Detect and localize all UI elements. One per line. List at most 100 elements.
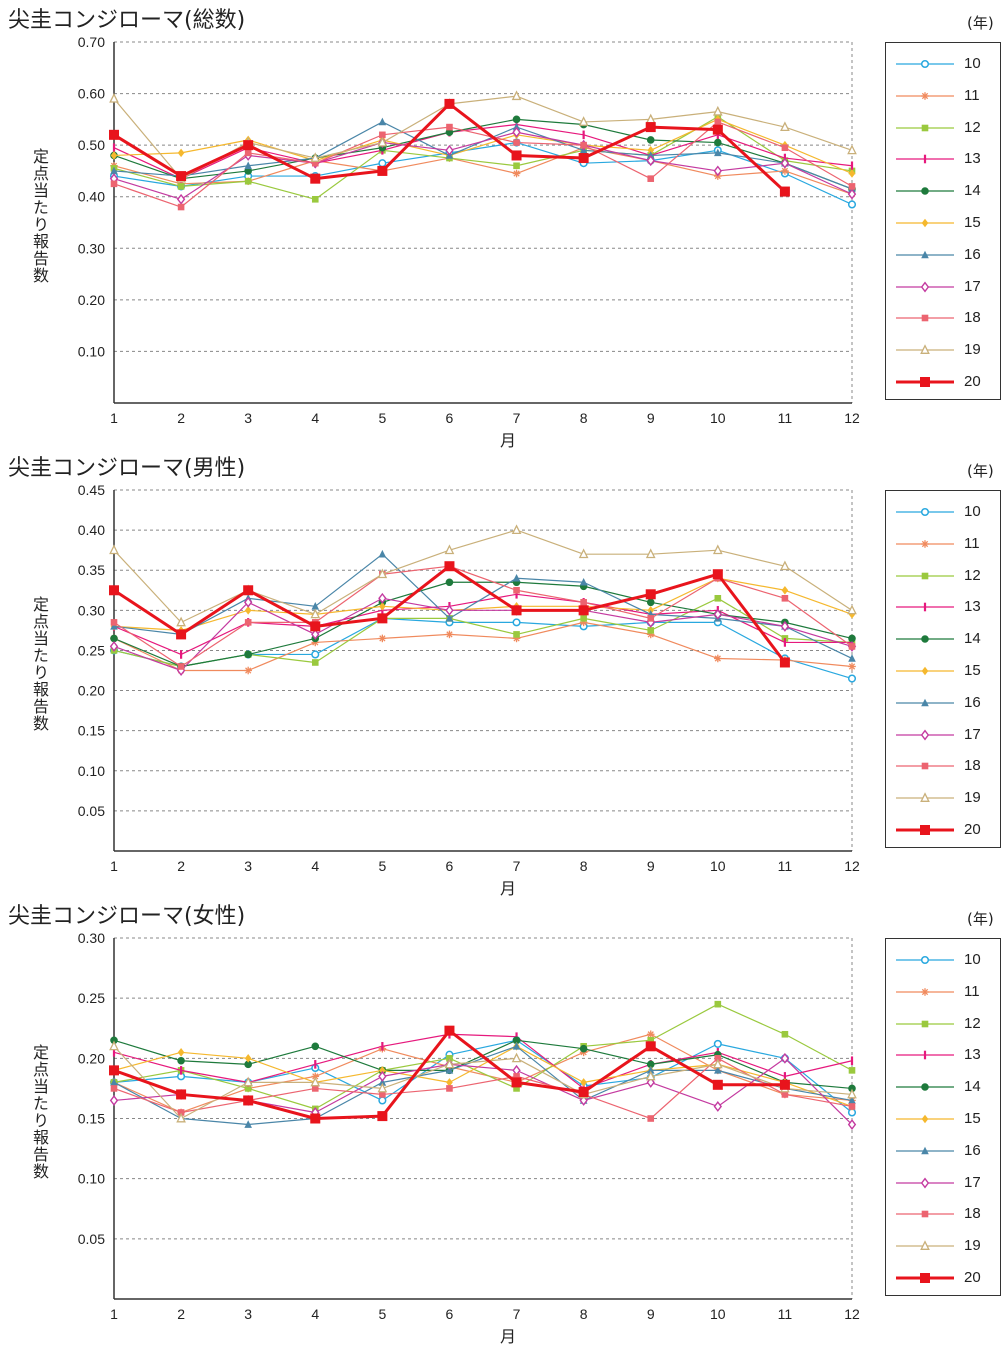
data-point (444, 1058, 455, 1069)
data-point (379, 1066, 386, 1075)
y-tick-label: 0.50 (78, 137, 105, 153)
legend-label: 15 (964, 1110, 981, 1127)
legend-item: 14 (886, 1077, 1000, 1097)
series-line (113, 1029, 785, 1120)
data-point (110, 180, 118, 188)
legend-swatch (896, 572, 954, 579)
legend-item: 17 (886, 1173, 1000, 1193)
data-point (511, 1052, 522, 1063)
data-point (176, 1112, 186, 1123)
legend: 10 11 12 13 14 15 16 17 18 19 20 (885, 938, 1001, 1296)
legend-marker (921, 218, 929, 228)
data-point (511, 150, 522, 161)
legend-label: 19 (964, 1237, 981, 1255)
data-point (109, 585, 119, 596)
data-point (244, 1054, 252, 1063)
data-point (645, 548, 656, 559)
data-point (779, 186, 790, 197)
data-point (379, 1091, 386, 1098)
data-point (378, 1078, 387, 1086)
data-point (647, 175, 655, 182)
data-point (580, 599, 587, 606)
x-tick-label: 11 (778, 858, 793, 874)
data-point (310, 621, 321, 632)
data-point (513, 139, 520, 146)
legend-item: 11 (886, 982, 1000, 1002)
y-tick-label: 0.10 (78, 1171, 105, 1187)
data-point (714, 1000, 722, 1008)
x-tick-label: 7 (513, 1306, 521, 1322)
data-point (712, 544, 723, 555)
legend-swatch (896, 155, 954, 164)
data-point (646, 598, 655, 607)
data-point (847, 200, 857, 209)
data-point (446, 1085, 453, 1092)
chart-title: 尖圭コンジローマ(総数) (8, 8, 246, 33)
legend-marker (921, 91, 929, 100)
x-tick-label: 6 (446, 1306, 454, 1322)
data-point (377, 136, 388, 147)
legend-label: 20 (964, 373, 981, 390)
y-tick-label: 0.05 (78, 1231, 105, 1247)
data-point (512, 115, 521, 124)
series-15 (110, 1042, 856, 1111)
legend-label: 10 (964, 951, 981, 968)
data-point (513, 162, 520, 170)
chart-panel: 尖圭コンジローマ(総数) (年) 定点当たり報告数 0.70 0.60 0.50 0.40 0… (0, 0, 1003, 449)
data-point (377, 568, 388, 579)
x-tick-label: 5 (378, 1306, 386, 1322)
legend-label: 19 (964, 789, 981, 807)
y-tick-label: 0.45 (78, 482, 105, 498)
legend-swatch (896, 1146, 954, 1155)
chart-title: 尖圭コンジローマ(男性) (8, 456, 246, 481)
legend-swatch (896, 987, 954, 996)
legend-label: 14 (964, 630, 981, 648)
legend-swatch (896, 344, 954, 355)
data-point (714, 148, 722, 157)
legend-marker (921, 187, 929, 195)
legend-marker (920, 377, 930, 387)
x-tick-label: 6 (446, 858, 454, 874)
data-point (177, 148, 185, 158)
data-point (578, 548, 589, 559)
x-tick-label: 6 (446, 410, 454, 426)
legend-swatch (896, 1114, 954, 1124)
plot-area: 0.450.400.350.300.250.200.150.100.051 2 3 4… (78, 482, 860, 897)
legend-label: 15 (964, 662, 981, 679)
legend-marker (921, 124, 929, 131)
legend-item: 10 (886, 950, 1000, 970)
legend-marker (921, 635, 929, 643)
data-point (310, 1076, 321, 1087)
legend-label: 19 (964, 341, 981, 359)
data-point (310, 1113, 321, 1124)
legend-swatch (896, 377, 954, 387)
x-tick-label: 8 (580, 1306, 588, 1322)
data-point (647, 1036, 655, 1044)
data-point (848, 1096, 856, 1104)
x-tick-label: 4 (311, 410, 319, 426)
y-tick-label: 0.40 (78, 189, 105, 205)
plot-area: 0.700.600.500.400.300.200.101 2 3 4 5 6 7 8 9 10 1… (78, 34, 860, 449)
data-point (311, 659, 319, 666)
data-point (848, 610, 856, 619)
data-point (379, 602, 386, 611)
legend-label: 15 (964, 214, 981, 231)
legend-item: 19 (886, 788, 1000, 808)
legend-swatch (896, 1273, 954, 1283)
data-point (110, 622, 118, 630)
data-point (647, 146, 655, 155)
data-point (512, 169, 521, 178)
y-tick-label: 0.15 (78, 1111, 105, 1127)
series-10 (109, 614, 857, 683)
series-14 (110, 578, 856, 671)
legend-swatch (896, 218, 954, 228)
data-point (781, 1030, 789, 1038)
legend-item: 16 (886, 1141, 1000, 1161)
legend-item: 17 (886, 725, 1000, 745)
data-point (110, 619, 118, 626)
legend-swatch (896, 315, 954, 322)
data-point (446, 123, 453, 131)
series-13 (112, 589, 854, 659)
data-point (379, 131, 386, 139)
y-tick-label: 0.40 (78, 522, 105, 538)
